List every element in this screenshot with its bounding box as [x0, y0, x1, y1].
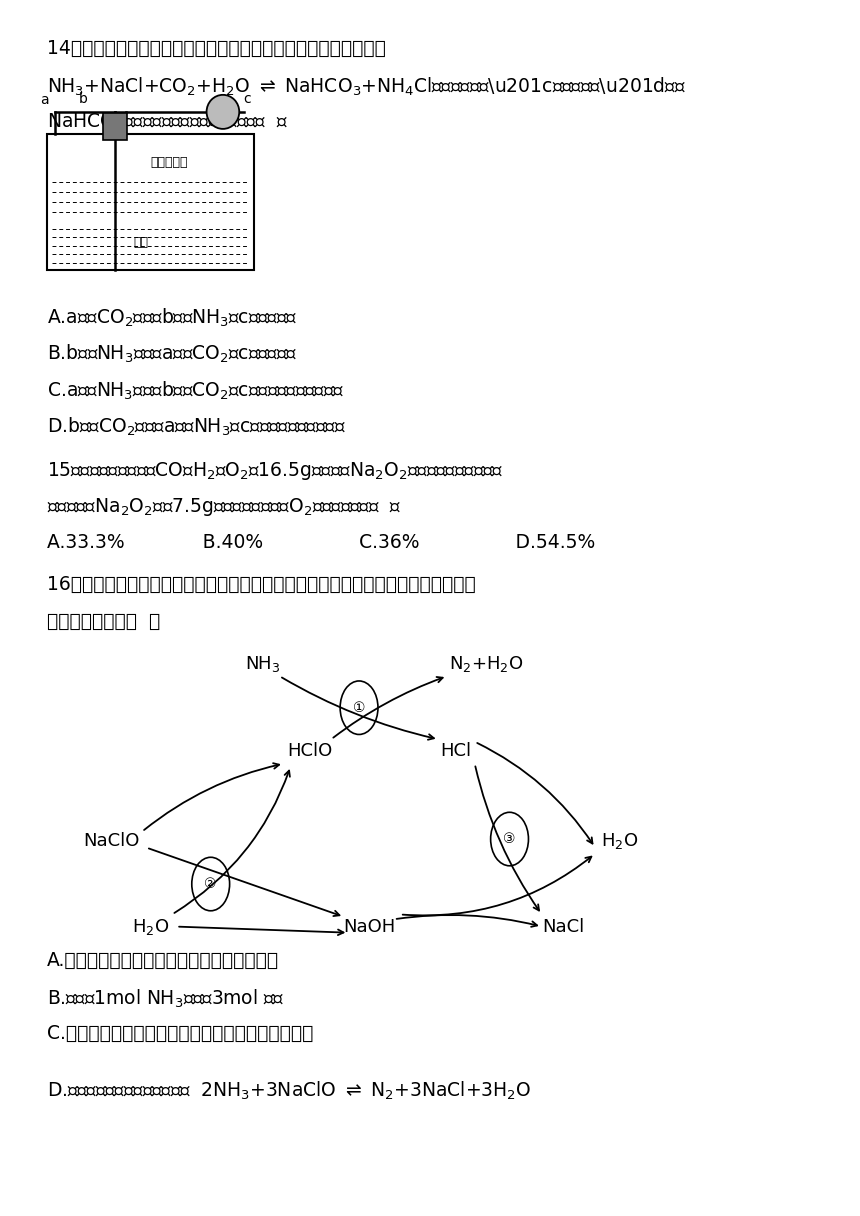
Text: 完全反应，Na$_2$O$_2$增重7.5g，则原混合气体中O$_2$的质量分数是（  ）: 完全反应，Na$_2$O$_2$增重7.5g，则原混合气体中O$_2$的质量分数… [47, 496, 402, 518]
Text: 15．在一密闭容器中有CO、H$_2$、O$_2$共16.5g和足量的Na$_2$O$_2$，用电火花引燃，使其: 15．在一密闭容器中有CO、H$_2$、O$_2$共16.5g和足量的Na$_2… [47, 460, 504, 482]
Bar [47, 134, 254, 270]
Text: NaOH: NaOH [344, 918, 396, 935]
Text: D.去除过程的总反应方程式为：  2NH$_3$+3NaClO $\rightleftharpoons$ N$_2$+3NaCl+3H$_2$O: D.去除过程的总反应方程式为： 2NH$_3$+3NaClO $\rightle… [47, 1080, 531, 1102]
Text: D.b通入CO$_2$，然后a通入NH$_3$，c中放蘸稀硫酸的脱脂棉: D.b通入CO$_2$，然后a通入NH$_3$，c中放蘸稀硫酸的脱脂棉 [47, 416, 346, 438]
Text: 饱和食盐水: 饱和食盐水 [150, 156, 188, 169]
Text: b: b [78, 91, 87, 106]
Text: ①: ① [353, 700, 366, 715]
Text: ③: ③ [503, 832, 516, 846]
Text: 列说法错误的是（  ）: 列说法错误的是（ ） [47, 612, 161, 631]
Bar [103, 113, 127, 140]
Text: A.33.3%             B.40%                C.36%                D.54.5%: A.33.3% B.40% C.36% D.54.5% [47, 533, 595, 552]
Text: B.每除去1mol NH$_3$，转移3mol 电子: B.每除去1mol NH$_3$，转移3mol 电子 [47, 987, 285, 1009]
Text: HCl: HCl [440, 743, 471, 760]
Text: a: a [40, 92, 49, 107]
Text: 14．侯德榜先生为我国的制碱工业做出了突出贡献，其制碱原理为: 14．侯德榜先生为我国的制碱工业做出了突出贡献，其制碱原理为 [47, 39, 386, 58]
Text: A.a通入CO$_2$，然后b通入NH$_3$，c中放碱石灰: A.a通入CO$_2$，然后b通入NH$_3$，c中放碱石灰 [47, 306, 298, 328]
Text: c: c [243, 91, 251, 106]
Text: C.该过程需控制温度，温度过高时氨氮去除率会降低: C.该过程需控制温度，温度过高时氨氮去除率会降低 [47, 1024, 314, 1043]
Text: H$_2$O: H$_2$O [132, 917, 169, 936]
Text: HClO: HClO [287, 743, 332, 760]
Text: NaClO: NaClO [83, 833, 140, 850]
Text: 冷水: 冷水 [133, 236, 148, 249]
Text: H$_2$O: H$_2$O [600, 832, 638, 851]
Text: ②: ② [205, 877, 217, 891]
Text: N$_2$+H$_2$O: N$_2$+H$_2$O [449, 654, 523, 674]
Text: A.去除过程中，每一步反应都是氧化还原反应: A.去除过程中，每一步反应都是氧化还原反应 [47, 951, 280, 970]
Text: NaCl: NaCl [542, 918, 585, 935]
Text: NH$_3$: NH$_3$ [244, 654, 280, 674]
Text: C.a通入NH$_3$，然后b通入CO$_2$，c中放蘸稀硫酸的脱脂棉: C.a通入NH$_3$，然后b通入CO$_2$，c中放蘸稀硫酸的脱脂棉 [47, 379, 345, 401]
Text: NH$_3$+NaCl+CO$_2$+H$_2$O $\rightleftharpoons$ NaHCO$_3$+NH$_4$Cl，如图是模拟\u201c侯氏制: NH$_3$+NaCl+CO$_2$+H$_2$O $\rightlefthar… [47, 75, 686, 97]
Text: NaHCO$_3$的部分装置，下列操作正确的是（  ）: NaHCO$_3$的部分装置，下列操作正确的是（ ） [47, 112, 288, 134]
Text: B.b通入NH$_3$，然后a通入CO$_2$，c中放碱石灰: B.b通入NH$_3$，然后a通入CO$_2$，c中放碱石灰 [47, 343, 298, 365]
Ellipse shape [206, 95, 239, 129]
Text: 16．水体中氨氮含量会造成水体富营养化，用次氯酸钠除去氨氮的原理如图所示。下: 16．水体中氨氮含量会造成水体富营养化，用次氯酸钠除去氨氮的原理如图所示。下 [47, 575, 476, 595]
